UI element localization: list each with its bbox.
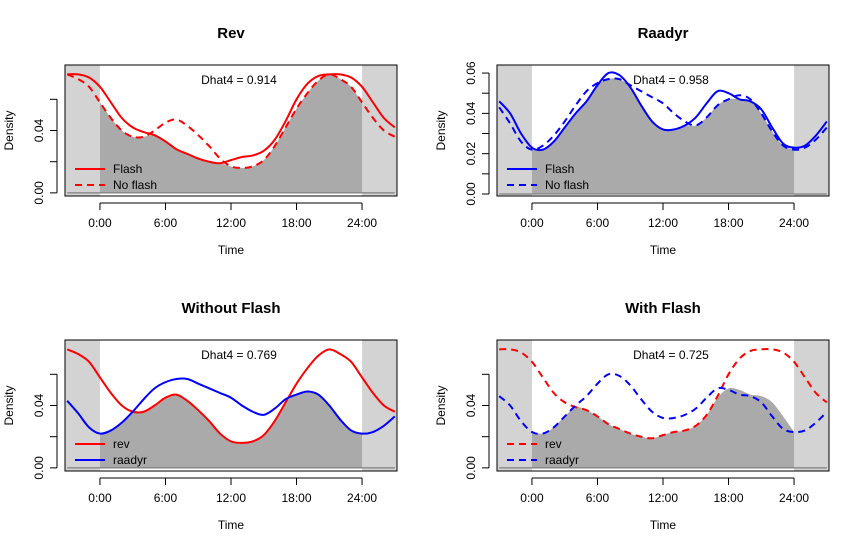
x-tick-label: 12:00 [648,216,678,230]
dhat-annotation: Dhat4 = 0.769 [201,348,277,362]
x-tick-label: 0:00 [520,216,544,230]
y-tick-label: 0.04 [32,118,46,142]
x-tick-label: 18:00 [282,491,312,505]
plot-frame [64,64,398,197]
dhat-annotation: Dhat4 = 0.725 [633,348,709,362]
shaded-range-1 [362,65,397,196]
shaded-range-0 [65,65,100,196]
y-tick-label: 0.06 [464,61,478,85]
plot-area [497,65,829,196]
x-tick-label: 24:00 [347,491,377,505]
series-line-rev [499,348,828,440]
dhat-annotation: Dhat4 = 0.958 [633,73,709,87]
plot-frame [64,339,398,472]
x-tick-label: 6:00 [154,216,178,230]
legend-entry: No flash [113,178,157,192]
legend-entry: raadyr [113,453,147,467]
y-tick-label: 0.02 [464,142,478,166]
x-tick-label: 18:00 [714,491,744,505]
shaded-range-0 [497,340,532,471]
y-axis-label: Density [2,110,16,150]
x-axis-label: Time [218,518,245,532]
y-tick-label: 0.00 [32,456,46,480]
overlap-area [531,78,795,194]
x-tick-label: 24:00 [347,216,377,230]
dhat-annotation: Dhat4 = 0.914 [201,73,277,87]
x-axis-label: Time [650,518,677,532]
x-axis-label: Time [218,243,245,257]
x-tick-label: 0:00 [520,491,544,505]
plot-area [497,340,829,471]
x-tick-label: 12:00 [648,491,678,505]
x-tick-label: 6:00 [154,491,178,505]
chart-title: With Flash [625,300,701,317]
overlap-area [99,391,363,468]
overlap-area [531,387,795,468]
panel-rev: Rev Dhat4 = 0.914 0:00 6:00 12:00 18:00 24:00 T… [2,25,398,257]
x-tick-label: 18:00 [714,216,744,230]
legend-entry: raadyr [545,453,579,467]
plot-area [65,340,397,471]
shaded-range-1 [794,340,829,471]
chart-title: Without Flash [181,300,280,317]
shaded-range-1 [362,340,397,471]
x-tick-label: 12:00 [216,491,246,505]
x-tick-label: 24:00 [779,216,809,230]
legend-entry: No flash [545,178,589,192]
legend-entry: rev [545,437,562,451]
series-line-rev [66,348,396,444]
legend-entry: Flash [113,162,142,176]
x-tick-label: 0:00 [88,491,112,505]
y-axis-label: Density [2,385,16,425]
overlap-area [99,74,363,193]
plot-area [65,65,397,196]
panel-raadyr: Raadyr Dhat4 = 0.958 0:00 6:00 12:00 18:00 24:… [434,25,830,257]
series-line-flash [498,71,828,152]
series-line-raadyr [66,377,396,435]
series-line-flash [67,73,396,165]
chart-title: Rev [217,25,245,42]
panel-without-flash: Without Flash Dhat4 = 0.769 0:00 6:00 12:00 1… [2,300,398,532]
x-tick-label: 12:00 [216,216,246,230]
legend-entry: rev [113,437,130,451]
chart-title: Raadyr [638,25,689,42]
y-tick-label: 0.00 [32,181,46,205]
legend-entry: Flash [545,162,574,176]
y-axis-label: Density [434,110,448,150]
y-tick-label: 0.04 [32,393,46,417]
y-tick-label: 0.04 [464,101,478,125]
y-tick-label: 0.04 [464,393,478,417]
x-tick-label: 6:00 [586,491,610,505]
y-axis-label: Density [434,385,448,425]
series-line-no-flash [498,77,828,151]
x-tick-label: 6:00 [586,216,610,230]
y-tick-label: 0.00 [464,182,478,206]
x-tick-label: 18:00 [282,216,312,230]
panel-with-flash: With Flash Dhat4 = 0.725 0:00 6:00 12:00 18:0… [434,300,830,532]
x-axis-label: Time [650,243,677,257]
plot-frame [496,339,830,472]
x-tick-label: 24:00 [779,491,809,505]
series-line-raadyr [498,372,828,435]
y-tick-label: 0.00 [464,456,478,480]
x-tick-label: 0:00 [88,216,112,230]
plot-frame [496,64,830,197]
